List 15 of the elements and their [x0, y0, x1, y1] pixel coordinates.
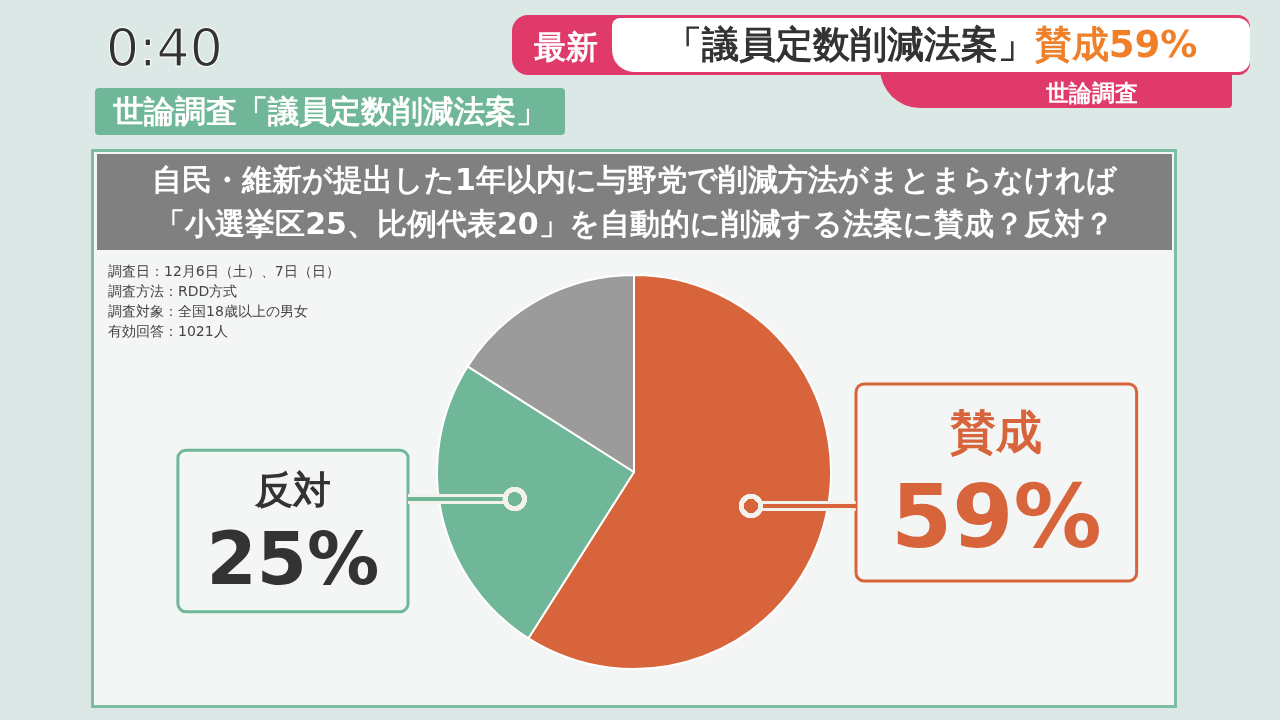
text: 0:40	[106, 18, 223, 78]
data-label: 59%	[891, 464, 1102, 568]
text: 賛成59%	[1034, 22, 1198, 68]
chart-subtitle: 自民・維新が提出した1年以内に与野党で削減方法がまとまらなければ「小選挙区25、比例代表20」を自動的に削減する法案に賛成？反対？	[97, 154, 1172, 250]
text: 世論調査	[1045, 79, 1139, 108]
chart-title: 世論調査「議員定数削減法案」	[95, 88, 565, 135]
slice-label: 賛成	[949, 404, 1043, 459]
text: 「議員定数削減法案」	[664, 22, 1035, 68]
data-label: 25%	[206, 516, 380, 601]
legend-label: 反対	[253, 467, 331, 512]
text: 有効回答：1021人	[108, 322, 229, 341]
text: 調査方法：RDD方式	[108, 282, 239, 301]
text: 調査日：12月6日（土）、7日（日）	[108, 262, 340, 281]
text: 調査対象：全国18歳以上の男女	[108, 302, 309, 321]
text: 最新	[533, 27, 599, 68]
